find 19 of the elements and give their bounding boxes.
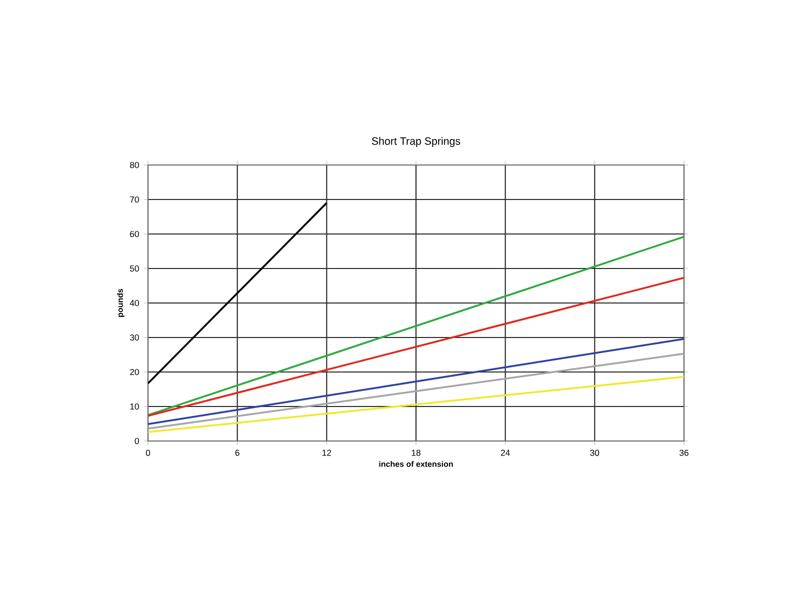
x-tick-label: 36 — [680, 450, 688, 456]
y-axis-title: pounds — [117, 288, 124, 317]
y-tick-label: 80 — [130, 162, 139, 168]
chart-title: Short Trap Springs — [372, 137, 460, 147]
y-tick-label: 20 — [130, 368, 139, 376]
x-tick-label: 30 — [590, 450, 600, 456]
x-axis-title: inches of extension — [379, 460, 453, 467]
y-tick-label: 70 — [130, 196, 139, 203]
y-tick-label: 40 — [130, 300, 139, 306]
x-tick-label: 12 — [322, 450, 332, 456]
y-tick-label: 60 — [130, 230, 139, 238]
x-tick-label: 0 — [146, 450, 150, 456]
y-tick-label: 50 — [130, 265, 139, 272]
y-tick-label: 30 — [130, 334, 139, 341]
x-tick-label: 6 — [235, 450, 240, 456]
x-tick-label: 18 — [412, 450, 420, 456]
y-tick-label: 0 — [134, 438, 139, 444]
y-tick-label: 10 — [130, 403, 139, 410]
x-tick-label: 24 — [500, 450, 510, 456]
